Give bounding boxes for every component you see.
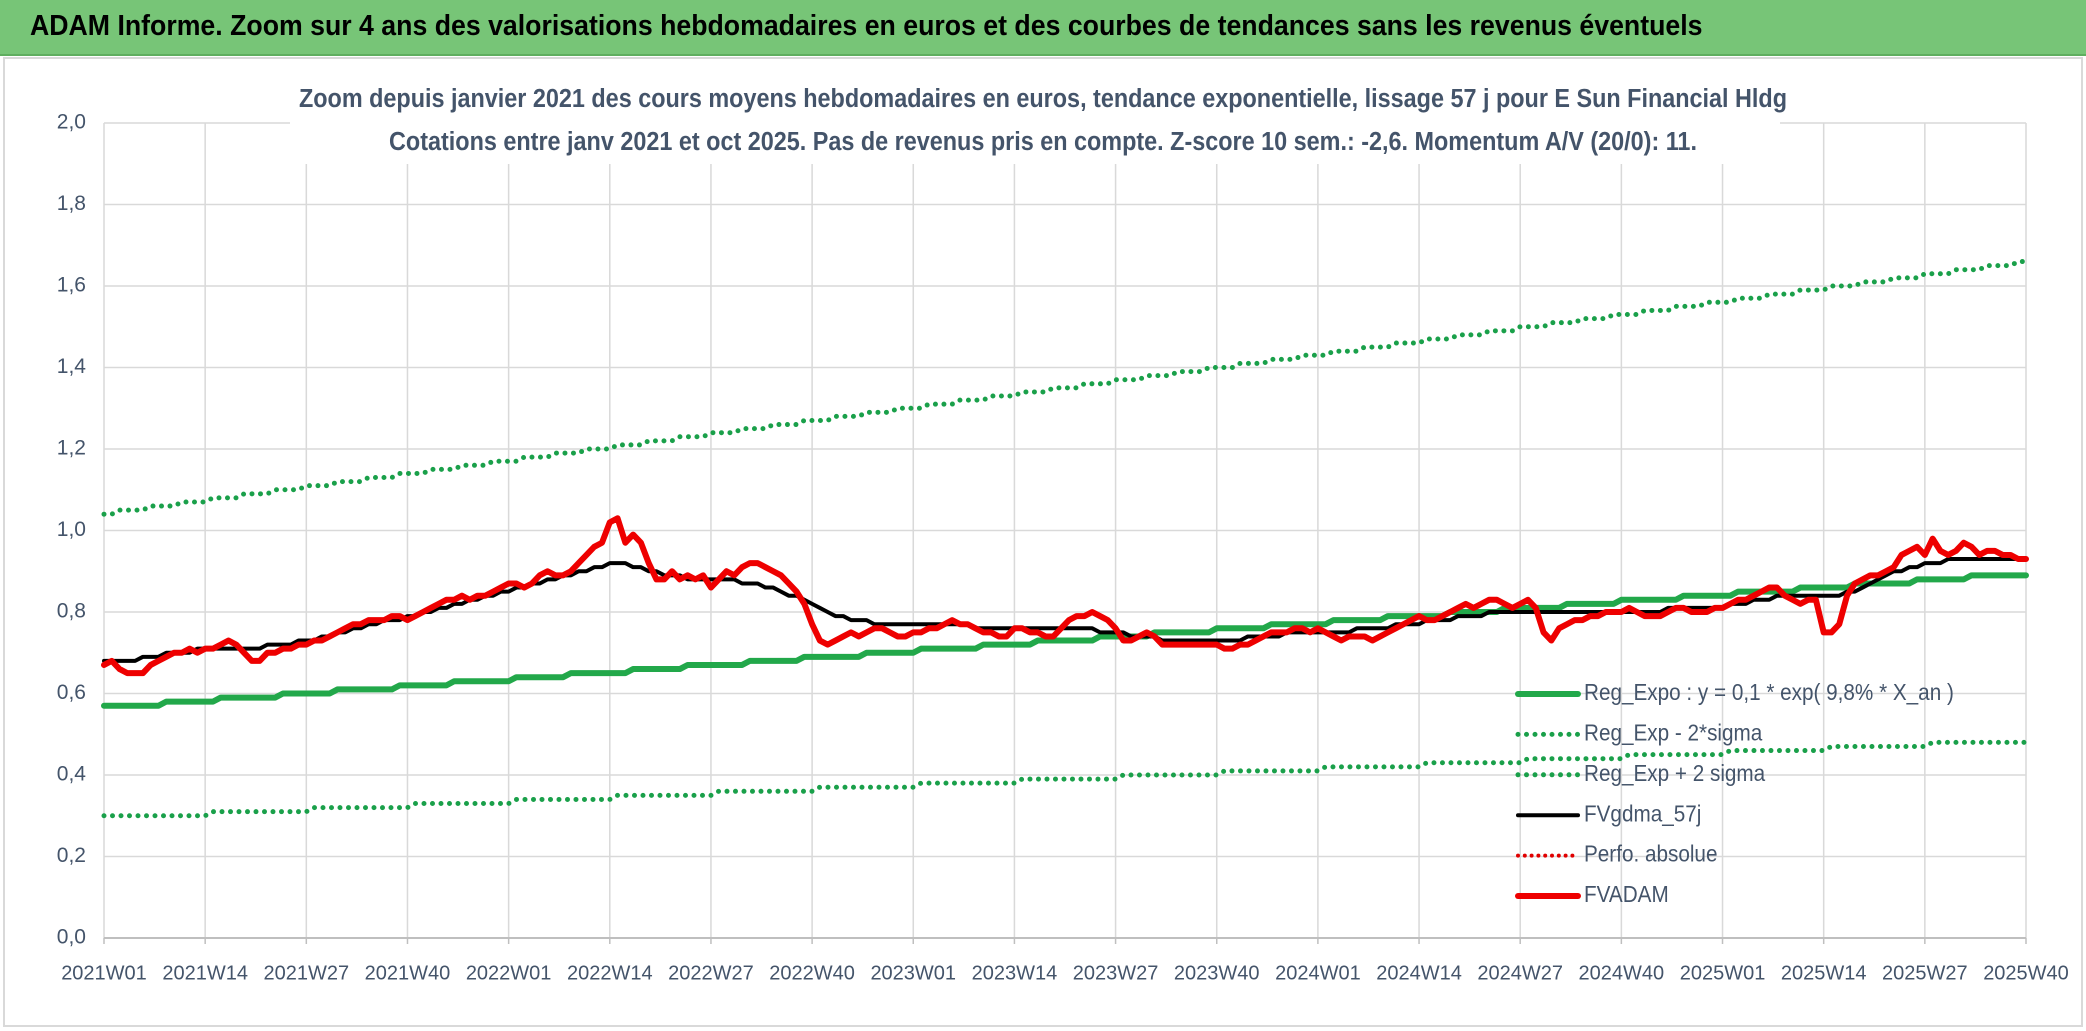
chart-frame — [3, 57, 2083, 1027]
x-tick-label: 2022W01 — [466, 962, 552, 984]
x-tick-label: 2023W40 — [1174, 962, 1260, 984]
plot — [101, 259, 2029, 819]
y-tick-label: 1,6 — [57, 274, 86, 297]
y-tick-label: 0,2 — [57, 844, 86, 867]
grid: 0,0 0,2 0,4 0,6 0,8 1,0 1,2 1,4 1,6 1,8 2,0 2021W01… — [57, 111, 2069, 985]
x-tick-label: 2025W14 — [1781, 962, 1867, 984]
series-line — [101, 739, 2029, 819]
y-tick-label: 1,0 — [57, 518, 86, 541]
x-tick-label: 2025W27 — [1882, 962, 1968, 984]
series-line — [101, 515, 2029, 677]
subtitle: Cotations entre janv 2021 et oct 2025. P… — [389, 128, 1697, 156]
x-tick-label: 2024W14 — [1376, 962, 1462, 984]
y-tick-label: 1,4 — [57, 355, 87, 378]
y-tick-label: 0,8 — [57, 600, 86, 623]
legend-label: FVADAM — [1584, 881, 1669, 907]
legend-label: Reg_Exp + 2 sigma — [1584, 760, 1766, 786]
legend-label: Perfo. absolue — [1584, 841, 1717, 867]
legend-label: Reg_Expo : y = 0,1 * exp( 9,8% * X_an ) — [1584, 679, 1954, 705]
x-tick-label: 2022W14 — [567, 962, 653, 984]
x-tick-label: 2023W01 — [870, 962, 956, 984]
page-title: ADAM Informe. Zoom sur 4 ans des valoris… — [30, 10, 1703, 42]
x-tick-label: 2021W14 — [162, 962, 248, 984]
series-line — [101, 259, 2029, 517]
x-tick-label: 2021W40 — [365, 962, 451, 984]
y-tick-label: 1,8 — [57, 192, 86, 215]
y-tick-label: 0,4 — [57, 763, 87, 786]
legend-label: Reg_Exp - 2*sigma — [1584, 719, 1763, 745]
subtitle: Zoom depuis janvier 2021 des cours moyen… — [299, 85, 1787, 113]
x-tick-label: 2021W27 — [264, 962, 350, 984]
x-tick-label: 2024W01 — [1275, 962, 1361, 984]
y-tick-label: 0,0 — [57, 926, 86, 949]
x-tick-label: 2024W27 — [1477, 962, 1563, 984]
legend: Reg_Expo : y = 0,1 * exp( 9,8% * X_an ) R… — [1515, 679, 1954, 907]
y-tick-label: 0,6 — [57, 681, 86, 704]
banner: ADAM Informe. Zoom sur 4 ans des valoris… — [0, 0, 2086, 56]
x-tick-label: 2022W40 — [769, 962, 855, 984]
series-line — [101, 572, 2029, 709]
series-line — [102, 557, 2028, 663]
x-tick-label: 2022W27 — [668, 962, 754, 984]
x-tick-label: 2023W27 — [1073, 962, 1159, 984]
x-tick-label: 2024W40 — [1579, 962, 1665, 984]
y-tick-label: 2,0 — [57, 111, 86, 134]
y-tick-label: 1,2 — [57, 437, 86, 460]
subtitle-background — [290, 80, 1780, 164]
x-tick-label: 2025W01 — [1680, 962, 1766, 984]
x-tick-label: 2025W40 — [1983, 962, 2069, 984]
x-tick-label: 2021W01 — [61, 962, 147, 984]
x-tick-label: 2023W14 — [972, 962, 1058, 984]
legend-label: FVgdma_57j — [1584, 800, 1701, 826]
